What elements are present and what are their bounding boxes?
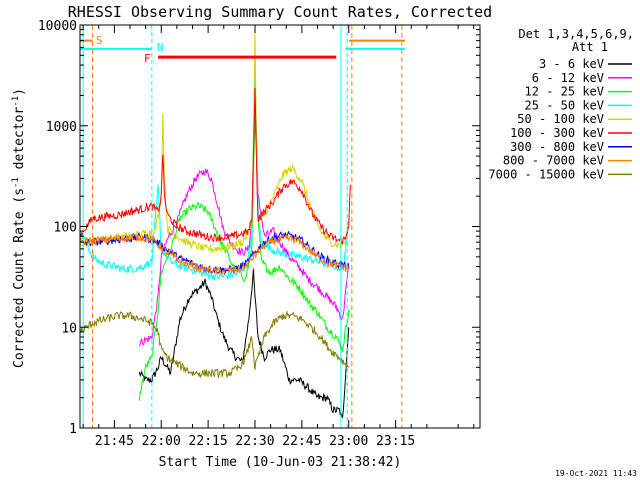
y-tick-label: 10000: [38, 19, 77, 34]
x-tick-label: 22:00: [142, 434, 181, 449]
legend-label: 800 - 7000 keV: [503, 154, 604, 168]
y-axis-label-sup2: -1: [11, 96, 21, 107]
legend-label: 25 - 50 keV: [525, 98, 604, 112]
series-line-1: [138, 268, 350, 419]
legend-label: 50 - 100 keV: [517, 112, 604, 126]
y-axis-label-tail: detector: [12, 107, 27, 178]
chart-title: RHESSI Observing Summary Count Rates, Co…: [68, 3, 492, 21]
y-axis-label-main: Corrected Count Rate (s: [12, 188, 27, 368]
legend-label: 12 - 25 keV: [525, 85, 604, 99]
x-tick-label: 22:45: [282, 434, 321, 449]
y-tick-label: 10: [61, 321, 77, 336]
x-tick-label: 22:30: [235, 434, 274, 449]
x-tick-label: 23:15: [376, 434, 415, 449]
x-tick-label: 23:00: [329, 434, 368, 449]
series-line-4: [80, 73, 350, 280]
series-line-5: [80, 32, 350, 254]
legend-label: 100 - 300 keV: [510, 126, 604, 140]
footer-timestamp: 19-Oct-2021 11:43: [555, 469, 637, 478]
legend-label: 7000 - 15000 keV: [488, 167, 604, 181]
y-tick-label: 100: [54, 221, 77, 236]
y-tick-label: 1: [69, 422, 77, 437]
y-axis-label-sup: -1: [11, 177, 21, 188]
x-tick-label: 21:45: [95, 434, 134, 449]
y-axis-label-close: ): [12, 88, 27, 96]
series-line-9: [80, 310, 350, 380]
legend-label: 300 - 800 keV: [510, 140, 604, 154]
series-line-8: [80, 232, 350, 276]
annotation-f: F: [144, 52, 151, 65]
legend-label: 6 - 12 keV: [532, 71, 604, 85]
annotation-n: N: [157, 41, 164, 54]
legend-header-detectors: Det 1,3,4,5,6,9,: [518, 27, 634, 41]
y-axis-label: Corrected Count Rate (s-1 detector-1): [11, 88, 27, 368]
annotation-s: S: [96, 34, 103, 47]
series-line-2: [138, 107, 350, 347]
x-axis-label: Start Time (10-Jun-03 21:38:42): [159, 455, 402, 470]
series-line-6: [80, 87, 351, 245]
series-line-3: [138, 110, 350, 401]
y-tick-label: 1000: [46, 120, 77, 135]
x-tick-label: 22:15: [189, 434, 228, 449]
legend-header-attenuator: Att 1: [572, 40, 608, 54]
legend-label: 3 - 6 keV: [539, 57, 604, 71]
